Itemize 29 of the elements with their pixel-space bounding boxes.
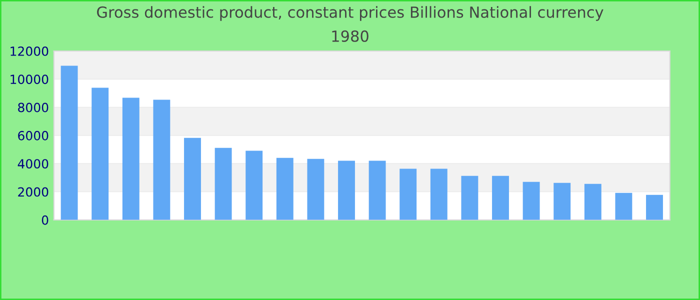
y-tick-label: 0 [42,215,48,225]
bar [246,150,263,220]
bar [60,66,78,220]
bar [646,194,663,220]
bar [461,176,478,220]
bar [615,192,632,220]
bar [368,160,386,220]
y-tick-label: 6000 [18,130,48,140]
y-tick-label: 10000 [10,74,48,84]
bar [338,160,355,220]
bar [400,168,417,220]
bar [307,158,324,220]
y-tick-label: 4000 [18,159,48,169]
y-tick-label: 12000 [10,46,48,56]
bar [430,168,448,220]
bar [153,100,170,220]
chart-subtitle: 1980 [332,30,368,42]
bar [584,184,602,220]
bar [492,176,509,220]
bar [214,148,232,220]
chart-title: Gross domestic product, constant prices Billions National currency [97,6,604,21]
bar [92,88,109,220]
y-tick-label: 8000 [18,102,48,112]
bar [554,182,571,220]
y-tick-label: 2000 [18,187,48,197]
bar [184,138,201,220]
bar [122,98,140,220]
bar [276,158,294,220]
bar [522,182,540,220]
